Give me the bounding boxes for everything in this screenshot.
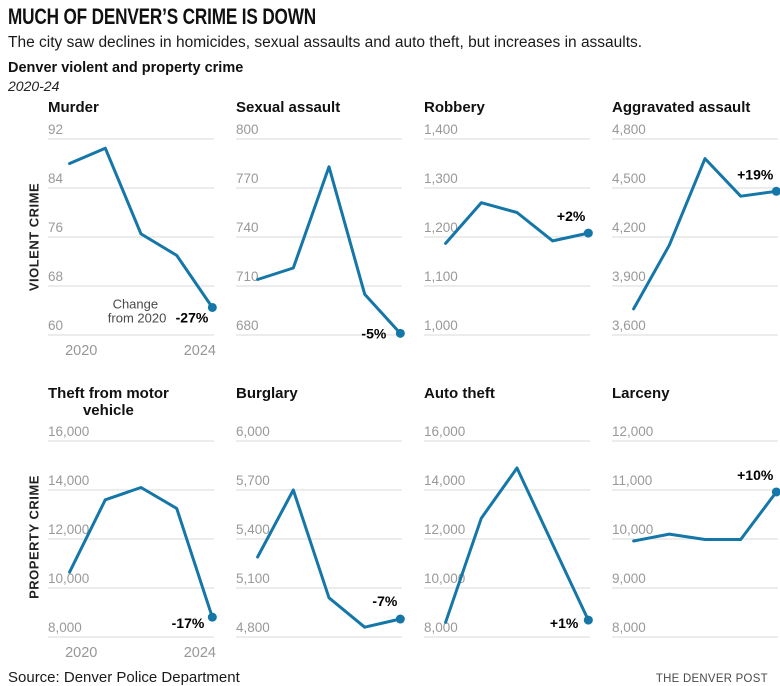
svg-text:10,000: 10,000 (424, 571, 465, 586)
sexual-assault-line-chart: 800 770 740 710 680 -5% (236, 122, 405, 341)
svg-text:5,400: 5,400 (236, 522, 270, 537)
publisher-logo: THE DENVER POST (656, 671, 768, 685)
theft-from-motor-vehicle-line-chart: 16,000 14,000 12,000 10,000 8,000 -17% 2020 202… (48, 424, 217, 661)
svg-text:740: 740 (236, 220, 259, 235)
svg-text:Change: Change (113, 296, 159, 311)
svg-text:11,000: 11,000 (612, 473, 652, 488)
svg-text:4,200: 4,200 (612, 220, 646, 235)
svg-text:4,800: 4,800 (236, 620, 270, 635)
chart-group-title: Denver violent and property crime (8, 60, 244, 76)
svg-text:16,000: 16,000 (48, 424, 89, 439)
section-label-property: PROPERTY CRIME (26, 475, 42, 599)
chart-panel-larceny: Larceny 12,000 11,000 10,000 9,000 8,000 +10% (612, 385, 780, 661)
svg-text:2020: 2020 (65, 645, 97, 661)
svg-text:14,000: 14,000 (48, 473, 89, 488)
svg-text:5,100: 5,100 (236, 571, 270, 586)
larceny-line-chart: 12,000 11,000 10,000 9,000 8,000 +10% (612, 424, 780, 638)
property-crime-row: PROPERTY CRIME Theft from motor vehicle … (8, 385, 780, 661)
svg-text:14,000: 14,000 (424, 473, 465, 488)
svg-text:12,000: 12,000 (612, 424, 653, 439)
svg-text:1,000: 1,000 (424, 318, 458, 333)
svg-text:770: 770 (236, 171, 259, 186)
chart-title: Aggravated assault (612, 99, 751, 116)
footer: Source: Denver Police Department THE DEN… (8, 669, 770, 686)
chart-panel-burglary: Burglary 6,000 5,700 5,400 5,100 4,800 -7% (236, 385, 405, 661)
auto-theft-line-chart: 16,000 14,000 12,000 10,000 8,000 +1% (424, 424, 593, 638)
svg-text:4,800: 4,800 (612, 122, 646, 137)
svg-text:12,000: 12,000 (48, 522, 89, 537)
svg-text:710: 710 (236, 269, 259, 284)
subtitle: The city saw declines in homicides, sexu… (8, 34, 643, 51)
svg-text:84: 84 (48, 171, 64, 186)
svg-text:+1%: +1% (550, 615, 579, 631)
svg-text:680: 680 (236, 318, 259, 333)
svg-text:3,600: 3,600 (612, 318, 646, 333)
aggravated-assault-line-chart: 4,800 4,500 4,200 3,900 3,600 +19% (612, 122, 780, 336)
svg-text:+10%: +10% (737, 467, 774, 483)
svg-text:-27%: -27% (176, 309, 209, 325)
svg-text:5,700: 5,700 (236, 473, 270, 488)
svg-text:1,400: 1,400 (424, 122, 458, 137)
chart-panel-murder: Murder 92 84 76 68 60 -27% Change from 2020 2020… (48, 99, 217, 359)
svg-text:2024: 2024 (184, 343, 216, 359)
header: MUCH OF DENVER’S CRIME IS DOWN The city … (8, 4, 770, 95)
violent-crime-row: VIOLENT CRIME Murder 92 84 76 68 60 -27% Chang… (8, 99, 780, 359)
chart-panel-auto-theft: Auto theft 16,000 14,000 12,000 10,000 8,000… (424, 385, 593, 661)
svg-text:-5%: -5% (361, 325, 386, 341)
svg-text:92: 92 (48, 122, 63, 137)
svg-text:16,000: 16,000 (424, 424, 465, 439)
chart-title: Murder (48, 99, 99, 116)
property-crime-panels: Theft from motor vehicle 16,000 14,000 12,… (48, 385, 780, 661)
svg-text:12,000: 12,000 (424, 522, 465, 537)
svg-text:10,000: 10,000 (48, 571, 89, 586)
svg-text:+2%: +2% (557, 208, 586, 224)
svg-text:10,000: 10,000 (612, 522, 653, 537)
chart-title: Robbery (424, 99, 485, 116)
svg-text:68: 68 (48, 269, 63, 284)
chart-panel-theft-from-motor-vehicle: Theft from motor vehicle 16,000 14,000 12,… (48, 385, 217, 661)
svg-text:8,000: 8,000 (424, 620, 458, 635)
svg-text:8,000: 8,000 (48, 620, 82, 635)
burglary-line-chart: 6,000 5,700 5,400 5,100 4,800 -7% (236, 424, 405, 638)
section-label-violent: VIOLENT CRIME (26, 182, 42, 292)
chart-title: Sexual assault (236, 99, 341, 116)
svg-text:800: 800 (236, 122, 259, 137)
svg-text:60: 60 (48, 318, 63, 333)
svg-text:1,100: 1,100 (424, 269, 458, 284)
chart-title: Larceny (612, 385, 670, 402)
svg-text:+19%: +19% (737, 166, 774, 182)
chart-panel-robbery: Robbery 1,400 1,300 1,200 1,100 1,000 +2% (424, 99, 593, 359)
svg-text:6,000: 6,000 (236, 424, 270, 439)
svg-text:8,000: 8,000 (612, 620, 646, 635)
source-note: Source: Denver Police Department (8, 669, 240, 686)
svg-text:-17%: -17% (172, 615, 205, 631)
robbery-line-chart: 1,400 1,300 1,200 1,100 1,000 +2% (424, 122, 593, 336)
svg-text:4,500: 4,500 (612, 171, 646, 186)
svg-text:1,200: 1,200 (424, 220, 458, 235)
chart-panel-aggravated-assault: Aggravated assault 4,800 4,500 4,200 3,900 3… (612, 99, 780, 359)
chart-title: Burglary (236, 385, 298, 402)
chart-title: Theft from motor vehicle (48, 385, 169, 419)
svg-text:2020: 2020 (65, 343, 97, 359)
svg-text:76: 76 (48, 220, 63, 235)
svg-text:-7%: -7% (372, 593, 397, 609)
chart-title: Auto theft (424, 385, 495, 402)
svg-text:9,000: 9,000 (612, 571, 646, 586)
svg-text:2024: 2024 (184, 645, 216, 661)
svg-text:3,900: 3,900 (612, 269, 646, 284)
svg-text:1,300: 1,300 (424, 171, 458, 186)
svg-text:from 2020: from 2020 (108, 310, 167, 325)
violent-crime-panels: Murder 92 84 76 68 60 -27% Change from 2020 2020… (48, 99, 780, 359)
date-range: 2020-24 (8, 78, 60, 94)
page-title: MUCH OF DENVER’S CRIME IS DOWN (8, 4, 317, 29)
chart-panel-sexual-assault: Sexual assault 800 770 740 710 680 -5% (236, 99, 405, 359)
